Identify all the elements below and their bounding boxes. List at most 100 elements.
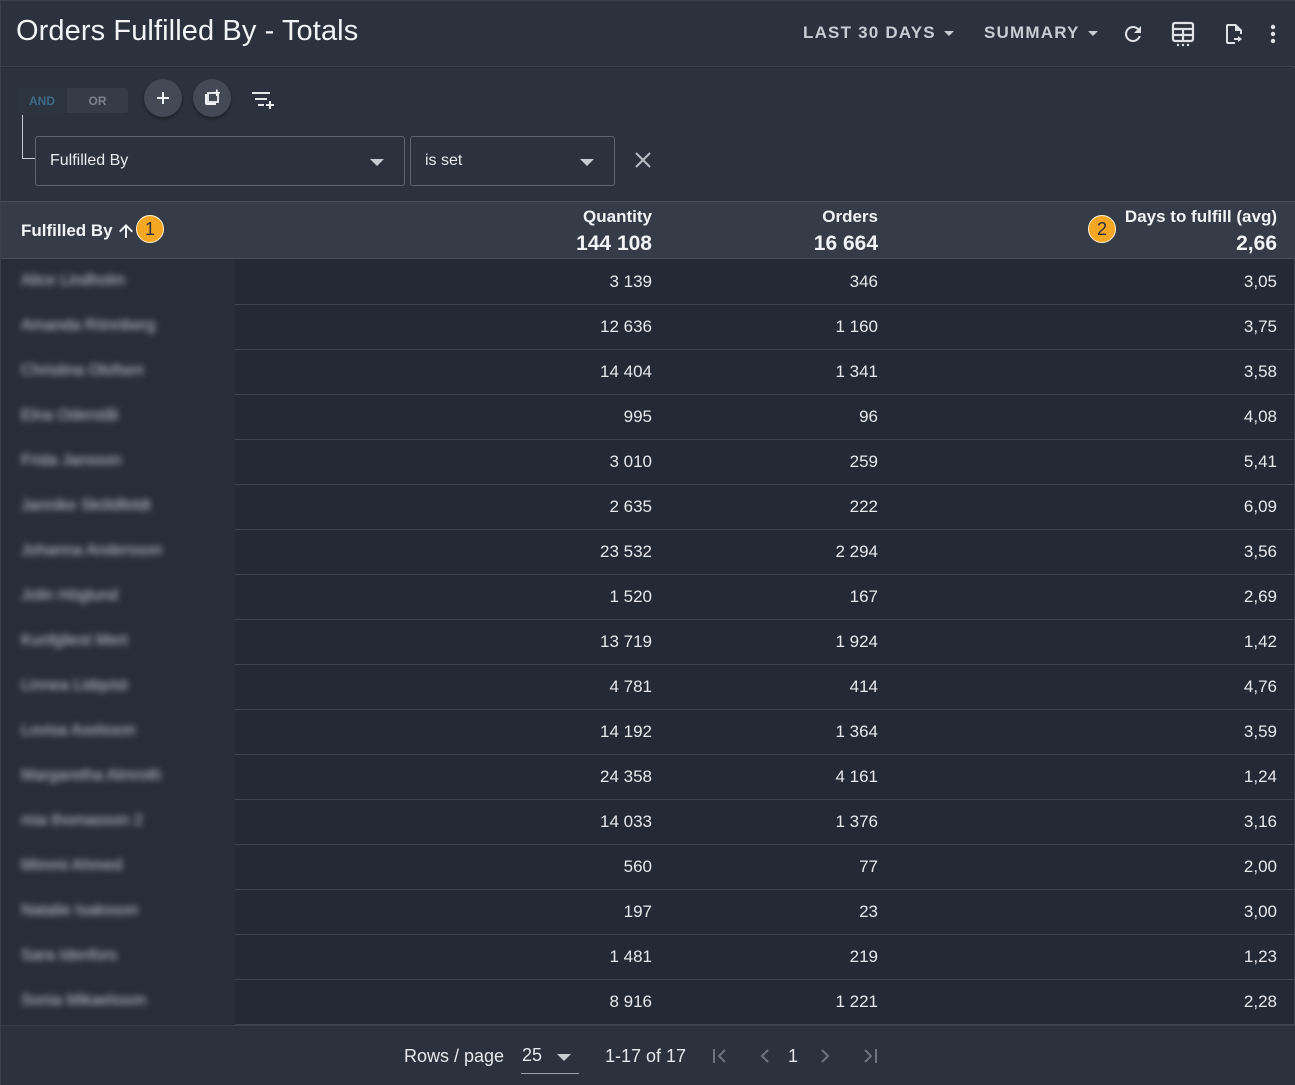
export-icon [1226,24,1242,44]
column-header-label: Fulfilled By [21,221,113,240]
name-cell: Johanna Andersson [1,530,235,575]
table-row[interactable]: Linnea Lidqvist 4 781 414 4,76 [1,665,1295,710]
previous-page-button[interactable] [754,1045,776,1067]
name-cell: Alice Lindholm [1,260,235,305]
table-row[interactable]: Margaretha Almroth 24 358 4 161 1,24 [1,755,1295,800]
logic-toggle[interactable]: AND OR [17,88,128,113]
last-page-icon [864,1049,877,1063]
table-row[interactable]: Jolin Höglund 1 520 167 2,69 [1,575,1295,620]
days-to-fulfill-cell: 6,09 [1243,497,1277,516]
rows-per-page-label: Rows / page [404,1046,505,1066]
table-row[interactable]: Lovisa Axelsson 14 192 1 364 3,59 [1,710,1295,755]
chevron-left-icon [760,1049,769,1063]
chevron-down-icon [370,159,384,166]
export-button[interactable] [1221,20,1247,48]
table-row[interactable]: Alice Lindholm 3 139 346 3,05 [1,260,1295,305]
quantity-cell: 1 481 [609,947,652,966]
refresh-icon [1124,25,1141,42]
orders-cell: 1 160 [835,317,878,336]
next-page-button[interactable] [814,1045,836,1067]
table-row[interactable]: Frida Jansson 3 010 259 5,41 [1,440,1295,485]
column-header-fulfilled-by[interactable]: Fulfilled By [21,221,135,241]
orders-cell: 414 [849,677,878,696]
columns-button[interactable] [1170,20,1196,48]
add-group-button[interactable] [193,79,231,117]
logic-or-option[interactable]: OR [88,93,107,108]
table-row[interactable]: Christina Olofsen 14 404 1 341 3,58 [1,350,1295,395]
table-row[interactable]: Johanna Andersson 23 532 2 294 3,56 [1,530,1295,575]
column-header-quantity[interactable]: Quantity [583,207,652,226]
table-row[interactable]: Mimmi Ahmed 560 77 2,00 [1,845,1295,890]
filter-panel: AND OR Fulfilled By [1,68,1295,201]
fulfilled-by-name: Frida Jansson [21,452,122,469]
chevron-down-icon [1087,30,1098,36]
filter-field-select[interactable]: Fulfilled By [35,136,405,186]
days-to-fulfill-cell: 1,24 [1243,767,1277,786]
days-to-fulfill-cell: 3,16 [1243,812,1277,831]
add-group-icon [205,89,220,105]
more-options-button[interactable] [1260,20,1286,48]
table-row[interactable]: Kunfgliest Mert 13 719 1 924 1,42 [1,620,1295,665]
quantity-cell: 12 636 [600,317,652,336]
column-header-days-to-fulfill[interactable]: Days to fulfill (avg) [1124,207,1277,226]
logic-and-option[interactable]: AND [17,88,67,113]
refresh-button[interactable] [1120,20,1146,48]
fulfilled-by-name: Linnea Lidqvist [21,677,128,694]
table-row[interactable]: Natalie Isaksson 197 23 3,00 [1,890,1295,935]
remove-filter-button[interactable] [631,148,655,172]
table-columns-icon [1171,21,1195,47]
total-quantity: 144 108 [576,232,652,255]
fulfilled-by-name: Alice Lindholm [21,272,126,289]
fulfilled-by-name: Jolin Höglund [21,587,118,604]
quantity-cell: 14 404 [600,362,652,381]
view-mode-dropdown[interactable]: SUMMARY [984,23,1098,43]
quantity-cell: 995 [623,407,652,426]
fulfilled-by-name: Amanda Rönnberg [21,317,156,334]
add-filter-button[interactable] [250,86,276,114]
table-row[interactable]: Sara Idenfors 1 481 219 1,23 [1,935,1295,980]
rows-per-page-select[interactable]: 25 [521,1044,579,1074]
days-to-fulfill-cell: 3,58 [1243,362,1277,381]
days-to-fulfill-cell: 5,41 [1243,452,1277,471]
days-to-fulfill-cell: 2,28 [1243,992,1277,1011]
orders-cell: 1 924 [835,632,878,651]
table-row[interactable]: Sonia Mikaelsson 8 916 1 221 2,28 [1,980,1295,1025]
orders-cell: 219 [849,947,878,966]
current-page: 1 [788,1046,799,1066]
total-orders: 16 664 [813,232,878,255]
name-cell: Kunfgliest Mert [1,620,235,665]
fulfilled-by-name: Natalie Isaksson [21,902,139,919]
first-page-button[interactable] [709,1045,731,1067]
name-cell: Linnea Lidqvist [1,665,235,710]
add-rule-button[interactable] [144,79,182,117]
days-to-fulfill-cell: 3,56 [1243,542,1277,561]
name-cell: Jolin Höglund [1,575,235,620]
table-body: Alice Lindholm 3 139 346 3,05 Amanda Rönnber… [1,260,1295,1025]
table-row[interactable]: Elna Oderstål 995 96 4,08 [1,395,1295,440]
table-row[interactable]: mia thomasson 2 14 033 1 376 3,16 [1,800,1295,845]
quantity-cell: 14 192 [600,722,652,741]
name-cell: Lovisa Axelsson [1,710,235,755]
quantity-cell: 197 [623,902,652,921]
filter-field-value: Fulfilled By [50,152,129,169]
days-to-fulfill-cell: 1,23 [1243,947,1277,966]
orders-cell: 4 161 [835,767,878,786]
date-range-dropdown[interactable]: LAST 30 DAYS [803,23,954,43]
chevron-down-icon [580,159,594,166]
column-header-orders[interactable]: Orders [822,207,878,226]
pagination-bar: Rows / page 25 1-17 of 17 1 [1,1025,1295,1085]
last-page-button[interactable] [859,1045,881,1067]
date-range-label: LAST 30 DAYS [803,23,936,42]
view-mode-label: SUMMARY [984,23,1080,42]
sort-ascending-icon [118,224,133,238]
filter-operator-select[interactable]: is set [410,136,615,186]
table-row[interactable]: Amanda Rönnberg 12 636 1 160 3,75 [1,305,1295,350]
orders-cell: 23 [859,902,878,921]
table-row[interactable]: Jannike Sköldfeldt 2 635 222 6,09 [1,485,1295,530]
orders-cell: 77 [859,857,878,876]
name-cell: Sara Idenfors [1,935,235,980]
days-to-fulfill-cell: 3,05 [1243,272,1277,291]
chevron-down-icon [943,30,954,36]
quantity-cell: 2 635 [609,497,652,516]
